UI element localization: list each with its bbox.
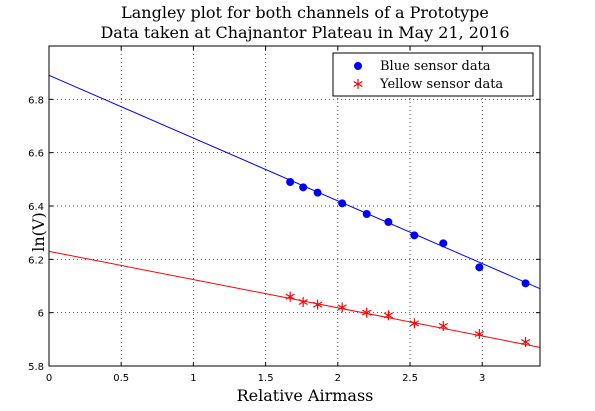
chart-title-line-2: Data taken at Chajnantor Plateau in May … — [100, 23, 509, 42]
yellow-data-point — [362, 307, 372, 318]
blue-data-point — [439, 239, 448, 248]
yellow-data-point — [474, 329, 484, 339]
y-tick-label: 6.6 — [28, 149, 44, 160]
y-tick-label: 6.8 — [28, 95, 44, 106]
blue-data-point — [362, 210, 371, 218]
y-axis-label: ln(V) — [29, 212, 48, 251]
yellow-data-point — [312, 299, 323, 310]
blue-data-point — [475, 263, 484, 272]
x-tick-label: 2 — [335, 373, 341, 384]
x-axis-label: Relative Airmass — [237, 386, 374, 405]
grid — [49, 46, 540, 366]
blue-data-point — [410, 231, 419, 240]
legend-marker-yellow — [353, 79, 363, 89]
blue-data-point — [299, 183, 308, 192]
legend-box — [332, 52, 534, 97]
blue-data-point — [338, 199, 347, 208]
blue-data-point — [384, 218, 393, 226]
axis-ticks: 0 0.5 1 1.5 2 2.5 3 5.8 6 6.2 6.4 6.6 6.8 — [28, 46, 540, 384]
legend-label-blue: Blue sensor data — [380, 59, 491, 74]
x-tick-label: 1 — [190, 373, 196, 384]
fit-line — [48, 74, 541, 290]
data-points — [285, 178, 531, 347]
yellow-data-point — [438, 321, 448, 331]
legend-symbol-dot — [354, 62, 362, 70]
chart-title-line-1: Langley plot for both channels of a Prot… — [121, 3, 489, 22]
legend-label-yellow: Yellow sensor data — [379, 77, 503, 92]
yellow-data-point — [409, 318, 419, 329]
y-tick-label: 6.4 — [28, 202, 44, 213]
x-tick-label: 0 — [46, 373, 52, 384]
yellow-data-point — [298, 297, 308, 307]
fit-line — [48, 250, 541, 348]
blue-data-point — [286, 178, 295, 186]
yellow-data-point — [383, 310, 393, 321]
x-tick-label: 3 — [479, 373, 485, 384]
fit-lines — [48, 74, 541, 348]
legend-symbol-star — [353, 79, 363, 89]
y-tick-label: 5.8 — [28, 362, 44, 373]
y-tick-label: 6 — [38, 309, 44, 320]
x-tick-label: 2.5 — [402, 373, 418, 384]
yellow-data-point — [520, 337, 531, 347]
x-tick-label: 1.5 — [258, 373, 274, 384]
blue-data-point — [313, 188, 322, 197]
y-tick-label: 6.2 — [28, 255, 44, 266]
yellow-data-point — [337, 302, 347, 313]
blue-data-point — [521, 279, 530, 288]
legend-marker-blue — [354, 62, 362, 70]
x-tick-label: 0.5 — [113, 373, 129, 384]
legend: Blue sensor data Yellow sensor data — [332, 52, 534, 97]
yellow-data-point — [285, 291, 295, 302]
